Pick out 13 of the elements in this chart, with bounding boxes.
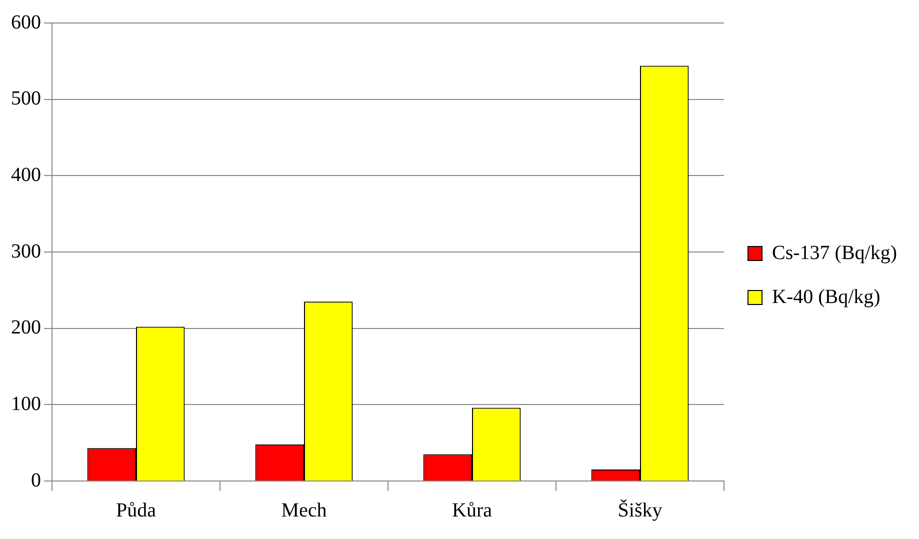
y-tick-label: 100 xyxy=(11,392,41,415)
y-tick-label: 400 xyxy=(11,164,41,186)
x-tick-label: Mech xyxy=(281,499,327,522)
legend-label: K-40 (Bq/kg) xyxy=(772,286,880,308)
y-tick-label: 500 xyxy=(11,88,41,110)
x-tick-label: Šišky xyxy=(618,498,662,522)
x-tick-label: Půda xyxy=(116,499,156,522)
y-tick-label: 200 xyxy=(11,316,41,339)
legend-label: Cs-137 (Bq/kg) xyxy=(772,242,897,264)
y-tick-label: 300 xyxy=(11,240,41,262)
x-tick-label: Kůra xyxy=(452,499,492,522)
y-tick-label: 600 xyxy=(11,11,41,34)
y-tick-label: 0 xyxy=(31,469,41,492)
